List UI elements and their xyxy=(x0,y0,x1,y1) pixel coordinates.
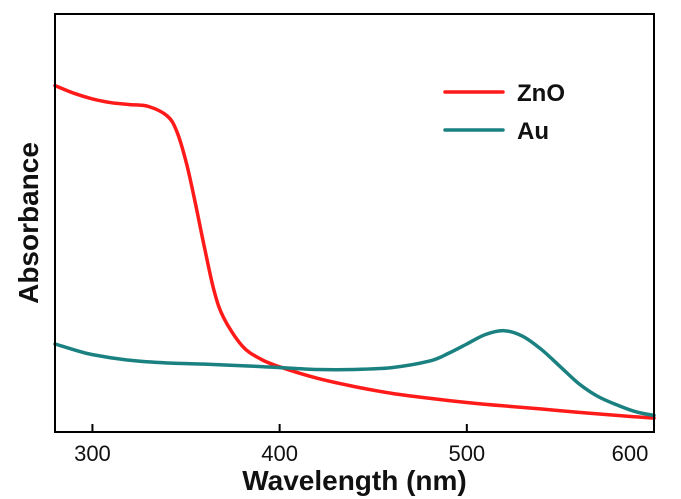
legend-label-au: Au xyxy=(517,118,549,145)
x-tick-label-400: 400 xyxy=(261,441,298,466)
x-tick-label-500: 500 xyxy=(448,441,485,466)
series-line-zno xyxy=(53,83,656,420)
legend: ZnO Au xyxy=(443,80,565,145)
plot-frame xyxy=(54,13,655,433)
y-axis-title: Absorbance xyxy=(13,142,44,304)
x-ticks: 300 400 500 600 xyxy=(74,424,655,466)
x-tick-label-300: 300 xyxy=(74,441,111,466)
series-group xyxy=(53,83,656,420)
x-tick-label-600: 600 xyxy=(612,441,649,466)
legend-label-zno: ZnO xyxy=(517,80,565,107)
series-line-au xyxy=(53,328,656,418)
x-axis-title: Wavelength (nm) xyxy=(242,465,467,496)
